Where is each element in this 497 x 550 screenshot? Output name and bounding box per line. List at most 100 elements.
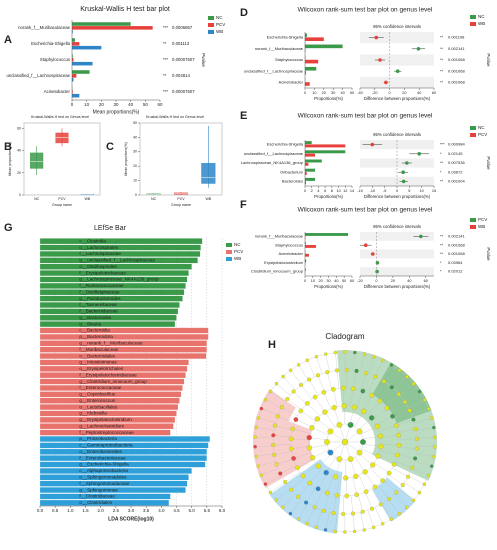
branch: [392, 467, 409, 477]
category-label: o__Sphingomonadales: [79, 475, 127, 480]
branch: [349, 407, 355, 425]
bar: [39, 308, 179, 315]
chart-title: Kruskal-Wallis H test bar plot: [80, 6, 170, 13]
node: [369, 415, 375, 421]
bar: [72, 70, 90, 74]
node: [281, 374, 285, 379]
category-label: f__Erysipelotrichaceae: [79, 270, 126, 275]
category-label: unclassified_f__Lachnospiraceae: [6, 73, 70, 78]
panel-letter: A: [4, 34, 12, 46]
branch: [360, 512, 365, 530]
branch: [376, 416, 393, 426]
category-label: f__Enterococcaceae: [79, 385, 121, 390]
x-axis-label: LDA SCORE(log10): [108, 516, 154, 522]
bar: [72, 90, 73, 94]
category-label: o__Lachnospirales: [79, 245, 118, 250]
significance: *: [440, 269, 442, 274]
significance: *: [440, 260, 442, 265]
node: [417, 490, 422, 495]
x-tick-label: 40: [407, 279, 411, 283]
x-tick-label: 10: [420, 189, 424, 193]
branch: [311, 427, 329, 435]
x-tick-label: -10: [370, 189, 376, 193]
node: [315, 463, 321, 469]
node: [324, 490, 330, 496]
branch: [371, 488, 381, 505]
node: [293, 417, 299, 422]
node: [372, 355, 376, 359]
x-tick-label: 3.0: [128, 508, 135, 513]
node: [307, 377, 312, 382]
node: [324, 439, 330, 445]
node: [371, 525, 376, 530]
node: [314, 525, 318, 529]
node: [395, 452, 400, 458]
category-label: g__Erysipelatoclostridium: [79, 417, 132, 422]
difference-point: [401, 179, 406, 184]
difference-point: [370, 142, 375, 147]
branch: [306, 507, 315, 524]
plot-frame: [23, 122, 101, 196]
node: [289, 487, 294, 492]
x-tick-label: 40: [417, 91, 421, 95]
bar: [39, 346, 207, 353]
node: [278, 471, 283, 476]
bar: [39, 244, 201, 251]
node: [341, 511, 346, 516]
node: [309, 425, 315, 431]
p-value: 0.001068: [448, 79, 465, 84]
node: [362, 352, 367, 356]
x-tick-label: PCV: [58, 197, 66, 201]
branch: [290, 370, 302, 385]
branch: [393, 410, 410, 419]
x-axis-label: Group name: [52, 203, 72, 207]
node: [389, 517, 394, 521]
node: [375, 453, 381, 459]
category-label: f__Peptostreptococcaceae: [79, 430, 134, 435]
branch: [416, 437, 435, 439]
node: [344, 368, 349, 373]
node: [414, 446, 419, 451]
branch: [394, 494, 407, 508]
node: [347, 421, 354, 428]
branch: [290, 499, 302, 514]
legend-label: PCV: [216, 22, 225, 27]
difference-point: [395, 69, 400, 73]
bar: [39, 333, 209, 340]
node: [354, 492, 359, 498]
x-tick-label: WB: [206, 197, 212, 201]
branch: [309, 379, 319, 396]
significance: ***: [440, 142, 445, 147]
branch: [325, 512, 330, 530]
x-tick-label: 50: [342, 279, 346, 283]
branch: [325, 354, 330, 372]
branch: [411, 408, 429, 416]
bar: [305, 177, 316, 181]
x-tick-label: 50: [143, 102, 149, 107]
x-tick-label: -20: [357, 279, 363, 283]
category-label: Acinetobacter: [279, 79, 304, 84]
branch: [375, 507, 383, 524]
node: [396, 392, 401, 397]
branch: [352, 513, 355, 532]
node: [279, 405, 284, 410]
branch: [335, 352, 338, 371]
node: [305, 521, 309, 526]
chart-title: Kruskal-Wallis H test on Genus level: [146, 115, 204, 119]
node: [268, 389, 273, 394]
node: [305, 358, 310, 362]
bar: [39, 442, 209, 449]
bar: [72, 22, 131, 26]
chart-title: Cladogram: [325, 332, 364, 341]
row-stripe: [360, 232, 434, 241]
node: [381, 379, 386, 384]
category-label: g__Bacteroides: [79, 315, 112, 320]
branch: [346, 477, 347, 496]
bar: [39, 359, 189, 366]
legend-label: WB: [234, 256, 241, 261]
chart-title: Wilcoxon rank-sum test bar plot on genus…: [298, 207, 433, 214]
node: [364, 371, 369, 376]
branch: [398, 438, 417, 440]
node: [413, 456, 418, 461]
